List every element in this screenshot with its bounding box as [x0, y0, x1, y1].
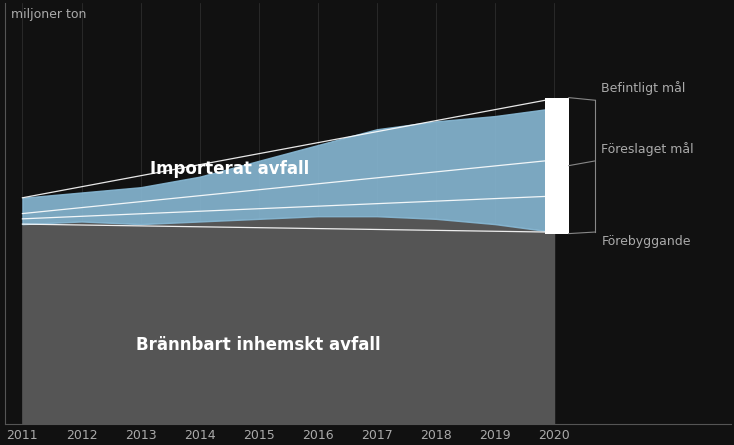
Text: Förebyggande: Förebyggande — [601, 235, 691, 248]
Text: miljoner ton: miljoner ton — [10, 8, 86, 21]
Text: Brännbart inhemskt avfall: Brännbart inhemskt avfall — [137, 336, 381, 354]
Text: Importerat avfall: Importerat avfall — [150, 160, 309, 178]
Bar — [545, 97, 569, 234]
Text: Befintligt mål: Befintligt mål — [601, 81, 686, 95]
Text: Föreslaget mål: Föreslaget mål — [601, 142, 694, 156]
